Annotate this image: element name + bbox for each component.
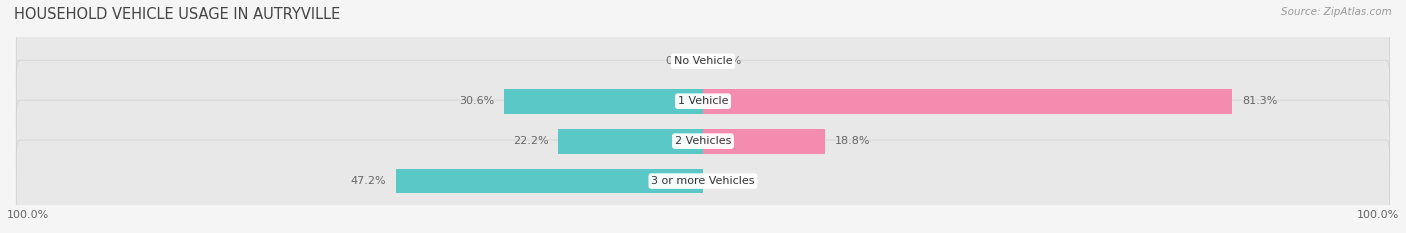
Text: 0.0%: 0.0% [713, 56, 741, 66]
Text: 100.0%: 100.0% [1357, 210, 1399, 220]
Bar [703, 129, 825, 154]
Text: 0.0%: 0.0% [665, 56, 693, 66]
Text: 22.2%: 22.2% [513, 136, 548, 146]
Bar [395, 169, 703, 193]
Text: 30.6%: 30.6% [458, 96, 494, 106]
Text: 47.2%: 47.2% [350, 176, 387, 186]
Text: 0.0%: 0.0% [713, 176, 741, 186]
Text: HOUSEHOLD VEHICLE USAGE IN AUTRYVILLE: HOUSEHOLD VEHICLE USAGE IN AUTRYVILLE [14, 7, 340, 22]
Text: 1 Vehicle: 1 Vehicle [678, 96, 728, 106]
Text: 100.0%: 100.0% [7, 210, 49, 220]
Text: Source: ZipAtlas.com: Source: ZipAtlas.com [1281, 7, 1392, 17]
Text: No Vehicle: No Vehicle [673, 56, 733, 66]
Text: 3 or more Vehicles: 3 or more Vehicles [651, 176, 755, 186]
Text: 2 Vehicles: 2 Vehicles [675, 136, 731, 146]
FancyBboxPatch shape [17, 140, 1389, 222]
FancyBboxPatch shape [17, 20, 1389, 102]
FancyBboxPatch shape [17, 60, 1389, 142]
Text: 18.8%: 18.8% [835, 136, 870, 146]
Bar [503, 89, 703, 113]
Text: 81.3%: 81.3% [1241, 96, 1277, 106]
Bar [703, 89, 1232, 113]
Bar [558, 129, 703, 154]
FancyBboxPatch shape [17, 100, 1389, 182]
